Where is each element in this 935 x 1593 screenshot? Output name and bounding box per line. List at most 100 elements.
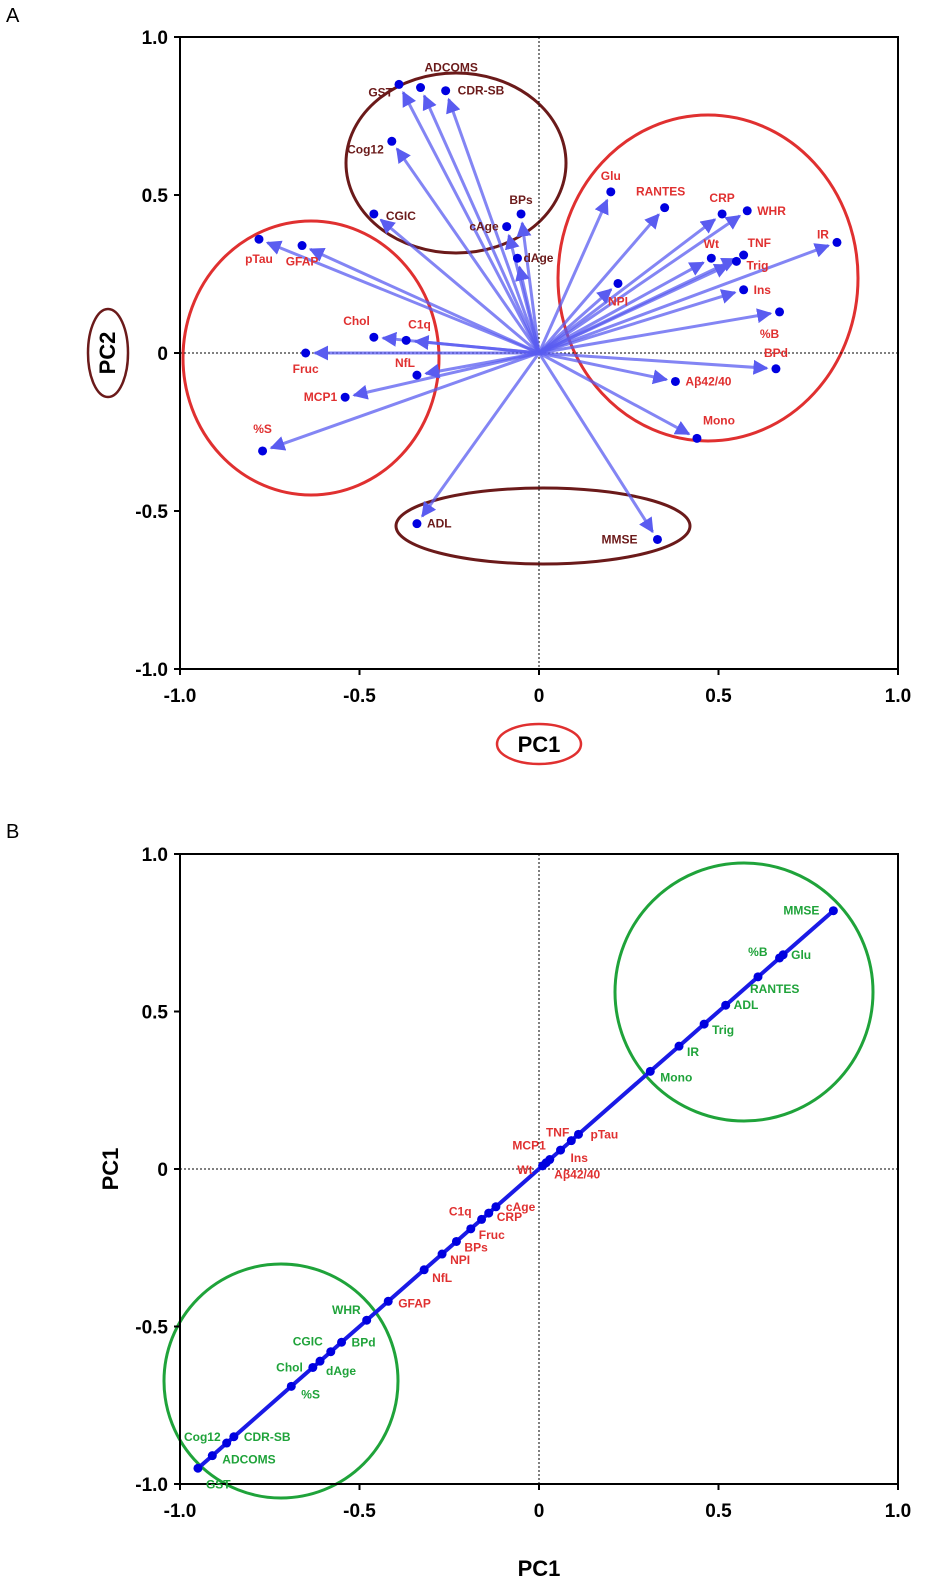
label-b-rantes: RANTES (750, 982, 799, 996)
label-b-cgic: CGIC (293, 1335, 323, 1349)
point-wt (706, 253, 716, 263)
label-abeta42-40: Aβ42/40 (685, 374, 731, 388)
vector-cdr-sb (446, 97, 541, 354)
panel-a-ytick-label: -0.5 (135, 502, 168, 523)
point-mcp1 (340, 392, 350, 402)
vector-ins (538, 289, 737, 355)
point-tnf (739, 250, 749, 260)
point-b-chol (308, 1362, 318, 1372)
point-b-bps (451, 1236, 461, 1246)
point-b-cog12 (222, 1438, 232, 1448)
point-b-bpd (337, 1337, 347, 1347)
vector-bps (516, 221, 541, 354)
point-adcoms (416, 83, 426, 93)
panel-a-labels: ADCOMS GST CDR-SB Cog12 CGIC cAge BPs dAge Glu RA… (245, 61, 829, 547)
point-b-gfap (383, 1296, 393, 1306)
vector-wt (538, 261, 705, 355)
panel-a-vectors (265, 91, 830, 534)
point-pct-b (775, 307, 785, 317)
label-cage: cAge (469, 220, 499, 234)
label-b-wt: Wt (517, 1163, 532, 1177)
vector-npi (538, 288, 613, 355)
panel-a-ylabel: PC2 (95, 332, 120, 375)
point-b-fruc (466, 1224, 476, 1234)
label-b-bpd: BPd (352, 1335, 376, 1349)
point-b-rantes (753, 972, 763, 982)
vector-c1q (413, 335, 540, 355)
point-mmse (652, 534, 662, 544)
label-bps: BPs (509, 193, 533, 207)
label-pct-b: %B (760, 327, 780, 341)
point-mono (692, 433, 702, 443)
vector-adcoms (422, 94, 541, 354)
point-ptau (254, 234, 264, 244)
label-adcoms: ADCOMS (425, 61, 478, 75)
point-b-ir (674, 1041, 684, 1051)
label-b-cage: cAge (506, 1200, 536, 1214)
point-dage (512, 253, 522, 263)
label-b-cog12: Cog12 (184, 1430, 221, 1444)
point-whr (742, 206, 752, 216)
point-b-nfl (419, 1265, 429, 1275)
label-ir: IR (817, 227, 829, 241)
label-cdr-sb: CDR-SB (458, 84, 505, 98)
point-trig (731, 256, 741, 266)
vector-gst (401, 91, 541, 354)
label-mmse: MMSE (601, 532, 637, 546)
label-b-adcoms: ADCOMS (222, 1453, 275, 1467)
vector-trig (538, 263, 730, 355)
panel-b-xtick-label: 0.5 (705, 1501, 732, 1522)
label-b-chol: Chol (276, 1360, 303, 1374)
point-b-adcoms (207, 1451, 217, 1461)
panel-b-points (193, 906, 838, 1473)
panel-b-ytick-label: -0.5 (135, 1318, 168, 1339)
vector-glu (537, 198, 609, 354)
panel-b-xtick-label: -0.5 (343, 1501, 376, 1522)
panel-a-xtick-label: -1.0 (164, 686, 197, 707)
point-crp (717, 209, 727, 219)
point-b-pct-s (286, 1381, 296, 1391)
label-pct-s: %S (253, 422, 272, 436)
point-cage (502, 222, 512, 232)
point-pct-s (258, 446, 268, 456)
group-ellipse-top-maroon (344, 71, 568, 255)
label-adl: ADL (427, 517, 452, 531)
label-glu: Glu (601, 169, 621, 183)
label-b-ir: IR (687, 1045, 699, 1059)
label-gst: GST (368, 85, 393, 99)
label-cgic: CGIC (386, 209, 416, 223)
label-b-fruc: Fruc (479, 1228, 505, 1242)
vector-abeta42-40 (538, 351, 669, 385)
label-cog12: Cog12 (347, 142, 384, 156)
label-b-mmse: MMSE (783, 904, 819, 918)
label-b-pct-b: %B (748, 945, 768, 959)
point-b-adl (721, 1000, 731, 1010)
point-ir (832, 237, 842, 247)
vector-pct-b (538, 308, 773, 355)
point-b-whr (362, 1315, 372, 1325)
vector-crp (538, 218, 717, 355)
panel-b-xlabel: PC1 (518, 1556, 561, 1581)
point-c1q (401, 335, 411, 345)
label-b-gfap: GFAP (398, 1296, 431, 1310)
label-b-dage: dAge (326, 1364, 356, 1378)
group-circle-top-green (613, 861, 875, 1123)
label-b-tnf: TNF (546, 1126, 569, 1140)
label-b-ptau: pTau (590, 1127, 618, 1141)
panel-b-ytick-label: 0 (157, 1160, 168, 1181)
label-whr: WHR (757, 204, 786, 218)
point-b-cgic (326, 1347, 336, 1357)
panel-a-label: A (6, 5, 20, 27)
panel-a-xlabel: PC1 (518, 732, 561, 757)
point-b-pct-b (775, 953, 785, 963)
panel-b-label: B (6, 821, 19, 843)
panel-a-points (254, 79, 842, 544)
point-ins (739, 285, 749, 295)
vector-whr (538, 214, 742, 355)
point-b-gst (193, 1463, 203, 1473)
vector-gfap (308, 247, 540, 355)
point-gst (394, 79, 404, 89)
vector-pct-s (269, 351, 540, 451)
label-b-cdr-sb: CDR-SB (244, 1430, 291, 1444)
